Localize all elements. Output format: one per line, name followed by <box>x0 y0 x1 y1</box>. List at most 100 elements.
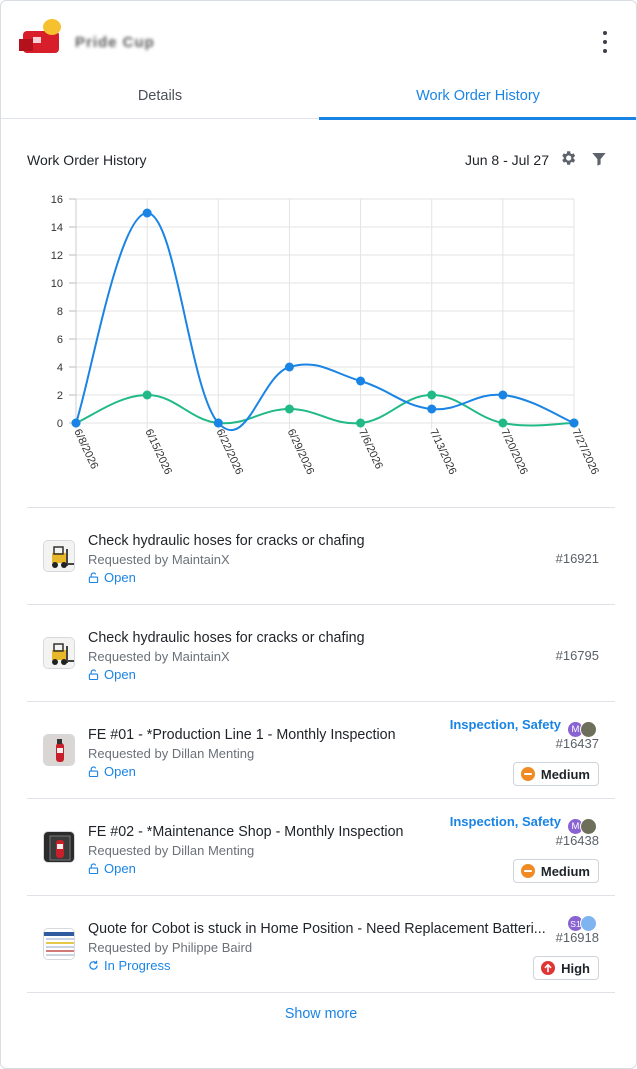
unlock-icon <box>88 863 99 874</box>
kebab-menu-icon[interactable] <box>595 31 615 53</box>
data-point-series-1[interactable] <box>284 404 294 414</box>
work-order-number: #16921 <box>555 551 599 566</box>
series-line-0 <box>75 211 575 432</box>
company-name: Pride Cup <box>75 34 155 51</box>
line-chart: 0 2 4 6 8 10 12 14 16 6/8/2026 6/15/2026 6/22/2026 6… <box>51 194 601 477</box>
status-label: Open <box>104 667 136 682</box>
status-label: Open <box>104 861 136 876</box>
work-order-number: #16795 <box>555 648 599 663</box>
requested-by: Requested by MaintainX <box>88 649 230 664</box>
tab-bar: Details Work Order History <box>1 73 636 120</box>
work-order-title: Quote for Cobot is stuck in Home Positio… <box>88 921 546 937</box>
y-tick-label: 10 <box>51 278 63 290</box>
x-tick-label: 6/22/2026 <box>214 427 246 476</box>
data-point-series-0[interactable] <box>71 418 81 428</box>
avatar-photo <box>580 818 597 835</box>
chart-title: Work Order History <box>27 152 147 168</box>
data-point-series-1[interactable] <box>142 390 152 400</box>
work-order-title: Check hydraulic hoses for cracks or chaf… <box>88 533 365 549</box>
category-tags: Inspection, Safety <box>449 717 561 732</box>
show-more-button[interactable]: Show more <box>27 992 615 1034</box>
y-tick-label: 14 <box>51 222 63 234</box>
avatar: M <box>567 721 584 738</box>
x-tick-label: 7/20/2026 <box>498 427 530 476</box>
x-tick-label: 7/6/2026 <box>356 427 385 471</box>
unlock-icon <box>88 572 99 583</box>
data-point-series-0[interactable] <box>142 208 152 218</box>
work-order-chart: 0 2 4 6 8 10 12 14 16 6/8/2026 6/15/2026 6/22/2026 6… <box>23 187 615 493</box>
work-order-item[interactable]: Check hydraulic hoses for cracks or chaf… <box>27 507 615 604</box>
status-label: In Progress <box>104 958 171 973</box>
date-range-picker[interactable]: Jun 8 - Jul 27 <box>464 152 549 168</box>
category-tags: Inspection, Safety <box>449 814 561 829</box>
x-tick-label: 6/15/2026 <box>142 427 174 476</box>
avatar-photo <box>580 721 597 738</box>
avatar: S1 <box>567 915 584 932</box>
priority-badge: High <box>533 956 599 980</box>
assignee-avatars[interactable]: M <box>567 721 599 739</box>
gear-icon[interactable] <box>559 149 577 167</box>
series-line-1 <box>75 393 575 427</box>
status-badge: Open <box>88 570 136 585</box>
tab-work-order-history[interactable]: Work Order History <box>319 73 636 120</box>
y-tick-label: 6 <box>57 334 63 346</box>
x-tick-label: 7/13/2026 <box>427 427 459 476</box>
x-tick-label: 6/8/2026 <box>71 427 100 471</box>
requested-by: Requested by MaintainX <box>88 552 230 567</box>
work-order-list: Check hydraulic hoses for cracks or chaf… <box>27 507 615 992</box>
work-order-number: #16918 <box>555 930 599 945</box>
x-tick-label: 7/27/2026 <box>569 427 601 476</box>
data-point-series-0[interactable] <box>427 404 437 414</box>
priority-medium-icon <box>520 767 535 781</box>
arrow-up-icon <box>541 961 556 975</box>
y-tick-label: 0 <box>57 418 63 430</box>
data-point-series-1[interactable] <box>356 418 366 428</box>
assignee-avatars[interactable]: M <box>567 818 599 836</box>
work-order-title: FE #02 - *Maintenance Shop - Monthly Ins… <box>88 824 404 840</box>
x-tick-label: 6/29/2026 <box>285 427 317 476</box>
work-order-number: #16438 <box>555 833 599 848</box>
priority-medium-icon <box>520 864 535 878</box>
fire-extinguisher-thumbnail <box>43 831 75 863</box>
y-tick-label: 4 <box>57 362 63 374</box>
avatar-pattern <box>580 915 597 932</box>
status-label: Open <box>104 764 136 779</box>
data-point-series-0[interactable] <box>569 418 579 428</box>
status-label: Open <box>104 570 136 585</box>
status-badge: Open <box>88 861 136 876</box>
work-order-item[interactable]: FE #02 - *Maintenance Shop - Monthly Ins… <box>27 798 615 895</box>
y-tick-label: 16 <box>51 194 63 206</box>
work-order-item[interactable]: Check hydraulic hoses for cracks or chaf… <box>27 604 615 701</box>
assignee-avatars[interactable]: S1 <box>567 915 599 933</box>
priority-badge: Medium <box>512 859 599 883</box>
work-order-title: FE #01 - *Production Line 1 - Monthly In… <box>88 727 396 743</box>
requested-by: Requested by Dillan Menting <box>88 746 255 761</box>
tab-details[interactable]: Details <box>137 88 183 104</box>
forklift-thumbnail <box>43 540 75 572</box>
y-tick-label: 2 <box>57 390 63 402</box>
work-order-title: Check hydraulic hoses for cracks or chaf… <box>88 630 365 646</box>
work-order-item[interactable]: Quote for Cobot is stuck in Home Positio… <box>27 895 615 992</box>
priority-badge: Medium <box>512 762 599 786</box>
priority-label: Medium <box>540 766 590 782</box>
data-point-series-0[interactable] <box>498 390 508 400</box>
refresh-icon <box>89 960 98 970</box>
filter-icon[interactable] <box>591 151 607 167</box>
unlock-icon <box>88 766 99 777</box>
data-point-series-1[interactable] <box>427 390 437 400</box>
data-point-series-0[interactable] <box>284 362 294 372</box>
y-tick-label: 8 <box>57 306 63 318</box>
data-point-series-0[interactable] <box>356 376 366 386</box>
forklift-thumbnail <box>43 637 75 669</box>
fire-extinguisher-thumbnail <box>43 734 75 766</box>
requested-by: Requested by Philippe Baird <box>88 940 253 955</box>
status-badge: Open <box>88 667 136 682</box>
data-point-series-0[interactable] <box>213 418 223 428</box>
chart-header: Work Order History Jun 8 - Jul 27 <box>27 149 613 171</box>
priority-label: High <box>561 960 590 976</box>
work-order-item[interactable]: FE #01 - *Production Line 1 - Monthly In… <box>27 701 615 798</box>
requested-by: Requested by Dillan Menting <box>88 843 255 858</box>
data-point-series-1[interactable] <box>498 418 508 428</box>
status-badge: In Progress <box>88 958 170 973</box>
spreadsheet-thumbnail <box>43 928 75 960</box>
